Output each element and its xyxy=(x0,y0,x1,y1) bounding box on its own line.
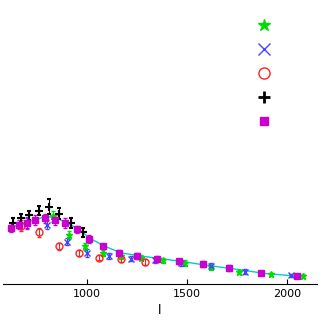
X-axis label: l: l xyxy=(158,304,162,317)
